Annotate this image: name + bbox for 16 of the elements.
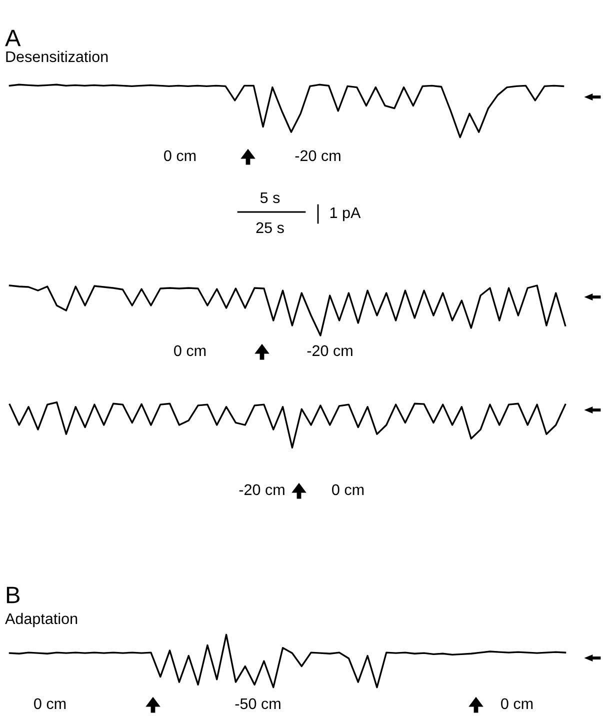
chart-title: B [6, 586, 20, 604]
chart-subtitle: Adaptation [5, 612, 78, 628]
chart-title: A [5, 30, 21, 46]
text: -50 cm [235, 698, 280, 710]
chart-subtitle: Desensitization [6, 50, 108, 62]
text: 1 pA [330, 207, 361, 222]
text: 0 cm [174, 345, 206, 356]
text: -20 cm [295, 150, 340, 162]
text: -20 cm [239, 484, 284, 496]
text: 0 cm [34, 698, 66, 710]
text: 25 s [256, 222, 284, 234]
text: -20 cm [307, 345, 352, 356]
text: 5 s [260, 192, 280, 204]
text: 0 cm [164, 150, 196, 162]
text: 0 cm [332, 484, 364, 496]
text: 0 cm [501, 698, 533, 710]
